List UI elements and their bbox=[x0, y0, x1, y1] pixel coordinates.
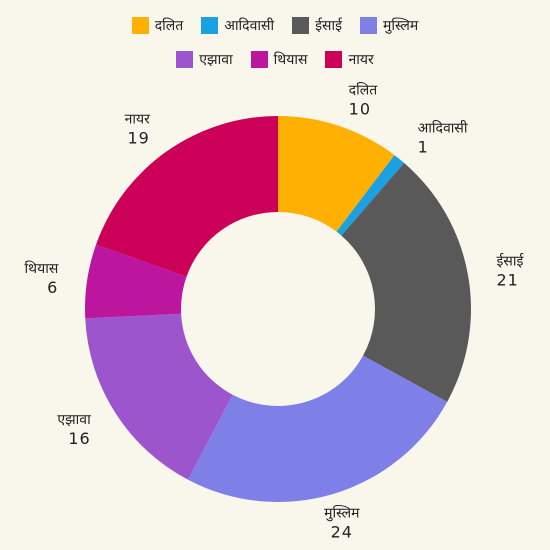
legend-label: थियास bbox=[273, 52, 308, 68]
legend-row-2: एझावा थियास नायर bbox=[0, 50, 550, 69]
legend-swatch bbox=[250, 51, 268, 68]
legend-label: मुस्लिम bbox=[382, 18, 419, 34]
slice-label: ईसाई bbox=[496, 253, 524, 270]
slice-label: दलित bbox=[349, 82, 379, 99]
slice-value-label: 1 bbox=[418, 137, 429, 156]
slice-value-label: 16 bbox=[68, 429, 90, 448]
slice-value-label: 24 bbox=[331, 523, 353, 542]
legend-label: नायर bbox=[348, 52, 374, 68]
legend-swatch bbox=[176, 51, 194, 68]
slice-label: थियास bbox=[25, 260, 59, 277]
legend-swatch bbox=[325, 51, 343, 68]
slice-value-label: 6 bbox=[47, 278, 58, 297]
legend-row-1: दलित आदिवासी ईसाई मुस्लिम bbox=[0, 16, 550, 35]
legend-item-thiyyas[interactable]: थियास bbox=[250, 50, 308, 69]
donut-slice[interactable] bbox=[278, 116, 395, 232]
donut-slice[interactable] bbox=[85, 244, 187, 319]
donut-slice[interactable] bbox=[187, 355, 448, 502]
legend-label: दलित bbox=[154, 18, 184, 34]
slice-value-label: 10 bbox=[349, 100, 371, 119]
legend-item-isai[interactable]: ईसाई bbox=[292, 16, 342, 35]
legend-swatch bbox=[292, 17, 310, 34]
legend-swatch bbox=[359, 17, 377, 34]
slice-label: एझावा bbox=[57, 412, 91, 428]
legend-swatch bbox=[131, 17, 149, 34]
donut-slice[interactable] bbox=[336, 155, 405, 236]
legend-label: एझावा bbox=[199, 52, 233, 68]
donut-slice[interactable] bbox=[96, 116, 278, 277]
legend-item-muslim[interactable]: मुस्लिम bbox=[359, 16, 419, 35]
legend-swatch bbox=[201, 17, 219, 34]
slice-label: नायर bbox=[125, 112, 151, 128]
legend-item-adivasi[interactable]: आदिवासी bbox=[201, 16, 274, 35]
slice-label: मुस्लिम bbox=[324, 505, 360, 522]
slice-value-label: 19 bbox=[127, 129, 149, 148]
slice-value-label: 21 bbox=[496, 271, 518, 290]
legend-label: ईसाई bbox=[315, 18, 342, 34]
legend-item-dalit[interactable]: दलित bbox=[131, 16, 184, 35]
legend-item-nair[interactable]: नायर bbox=[325, 50, 374, 69]
legend-label: आदिवासी bbox=[224, 18, 275, 34]
slice-label: आदिवासी bbox=[418, 119, 468, 136]
donut-slice[interactable] bbox=[341, 162, 471, 402]
legend-item-ezhava[interactable]: एझावा bbox=[176, 50, 233, 69]
donut-slice[interactable] bbox=[85, 313, 233, 480]
